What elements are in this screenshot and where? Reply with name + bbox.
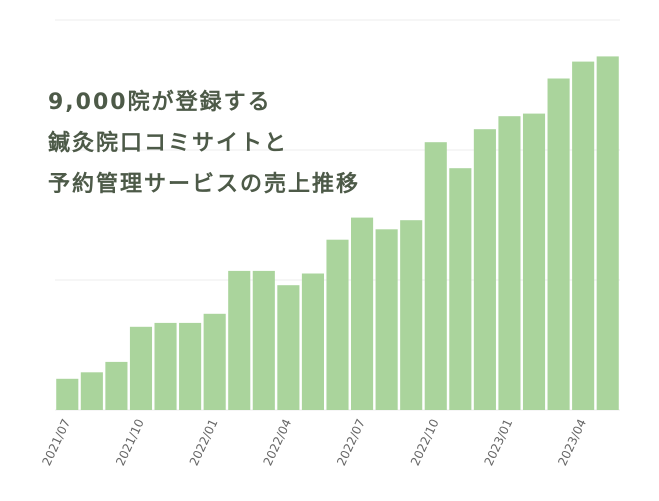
x-tick-label: 2023/04	[555, 417, 589, 468]
bar	[80, 372, 103, 410]
bar	[522, 113, 546, 410]
bar	[277, 285, 300, 410]
bar	[375, 229, 398, 410]
x-tick-label: 2022/01	[187, 417, 221, 468]
bar	[547, 78, 570, 410]
bar	[105, 361, 128, 410]
bar	[179, 322, 202, 410]
bar	[154, 322, 177, 410]
bar	[424, 142, 447, 410]
bar	[572, 61, 595, 410]
bar	[56, 378, 79, 410]
bar	[498, 116, 521, 410]
bar	[449, 168, 472, 410]
x-tick-label: 2023/01	[482, 417, 516, 468]
bar	[301, 273, 324, 410]
bar	[400, 220, 423, 410]
bar	[252, 270, 275, 410]
bar	[326, 239, 349, 410]
x-tick-label: 2022/10	[408, 417, 442, 468]
x-tick-label: 2022/07	[334, 417, 368, 468]
bar	[228, 270, 251, 410]
x-tick-label: 2021/10	[113, 417, 147, 468]
bar	[473, 129, 496, 410]
x-tick-label: 2021/07	[39, 417, 73, 468]
bar	[129, 326, 153, 410]
bar	[596, 56, 619, 411]
bar	[351, 217, 374, 410]
chart-title: 9,000院が登録する	[48, 89, 272, 115]
chart-title: 予約管理サービスの売上推移	[48, 171, 360, 197]
bar	[203, 313, 226, 410]
chart-title: 鍼灸院口コミサイトと	[48, 130, 288, 156]
x-tick-label: 2022/04	[261, 417, 295, 468]
